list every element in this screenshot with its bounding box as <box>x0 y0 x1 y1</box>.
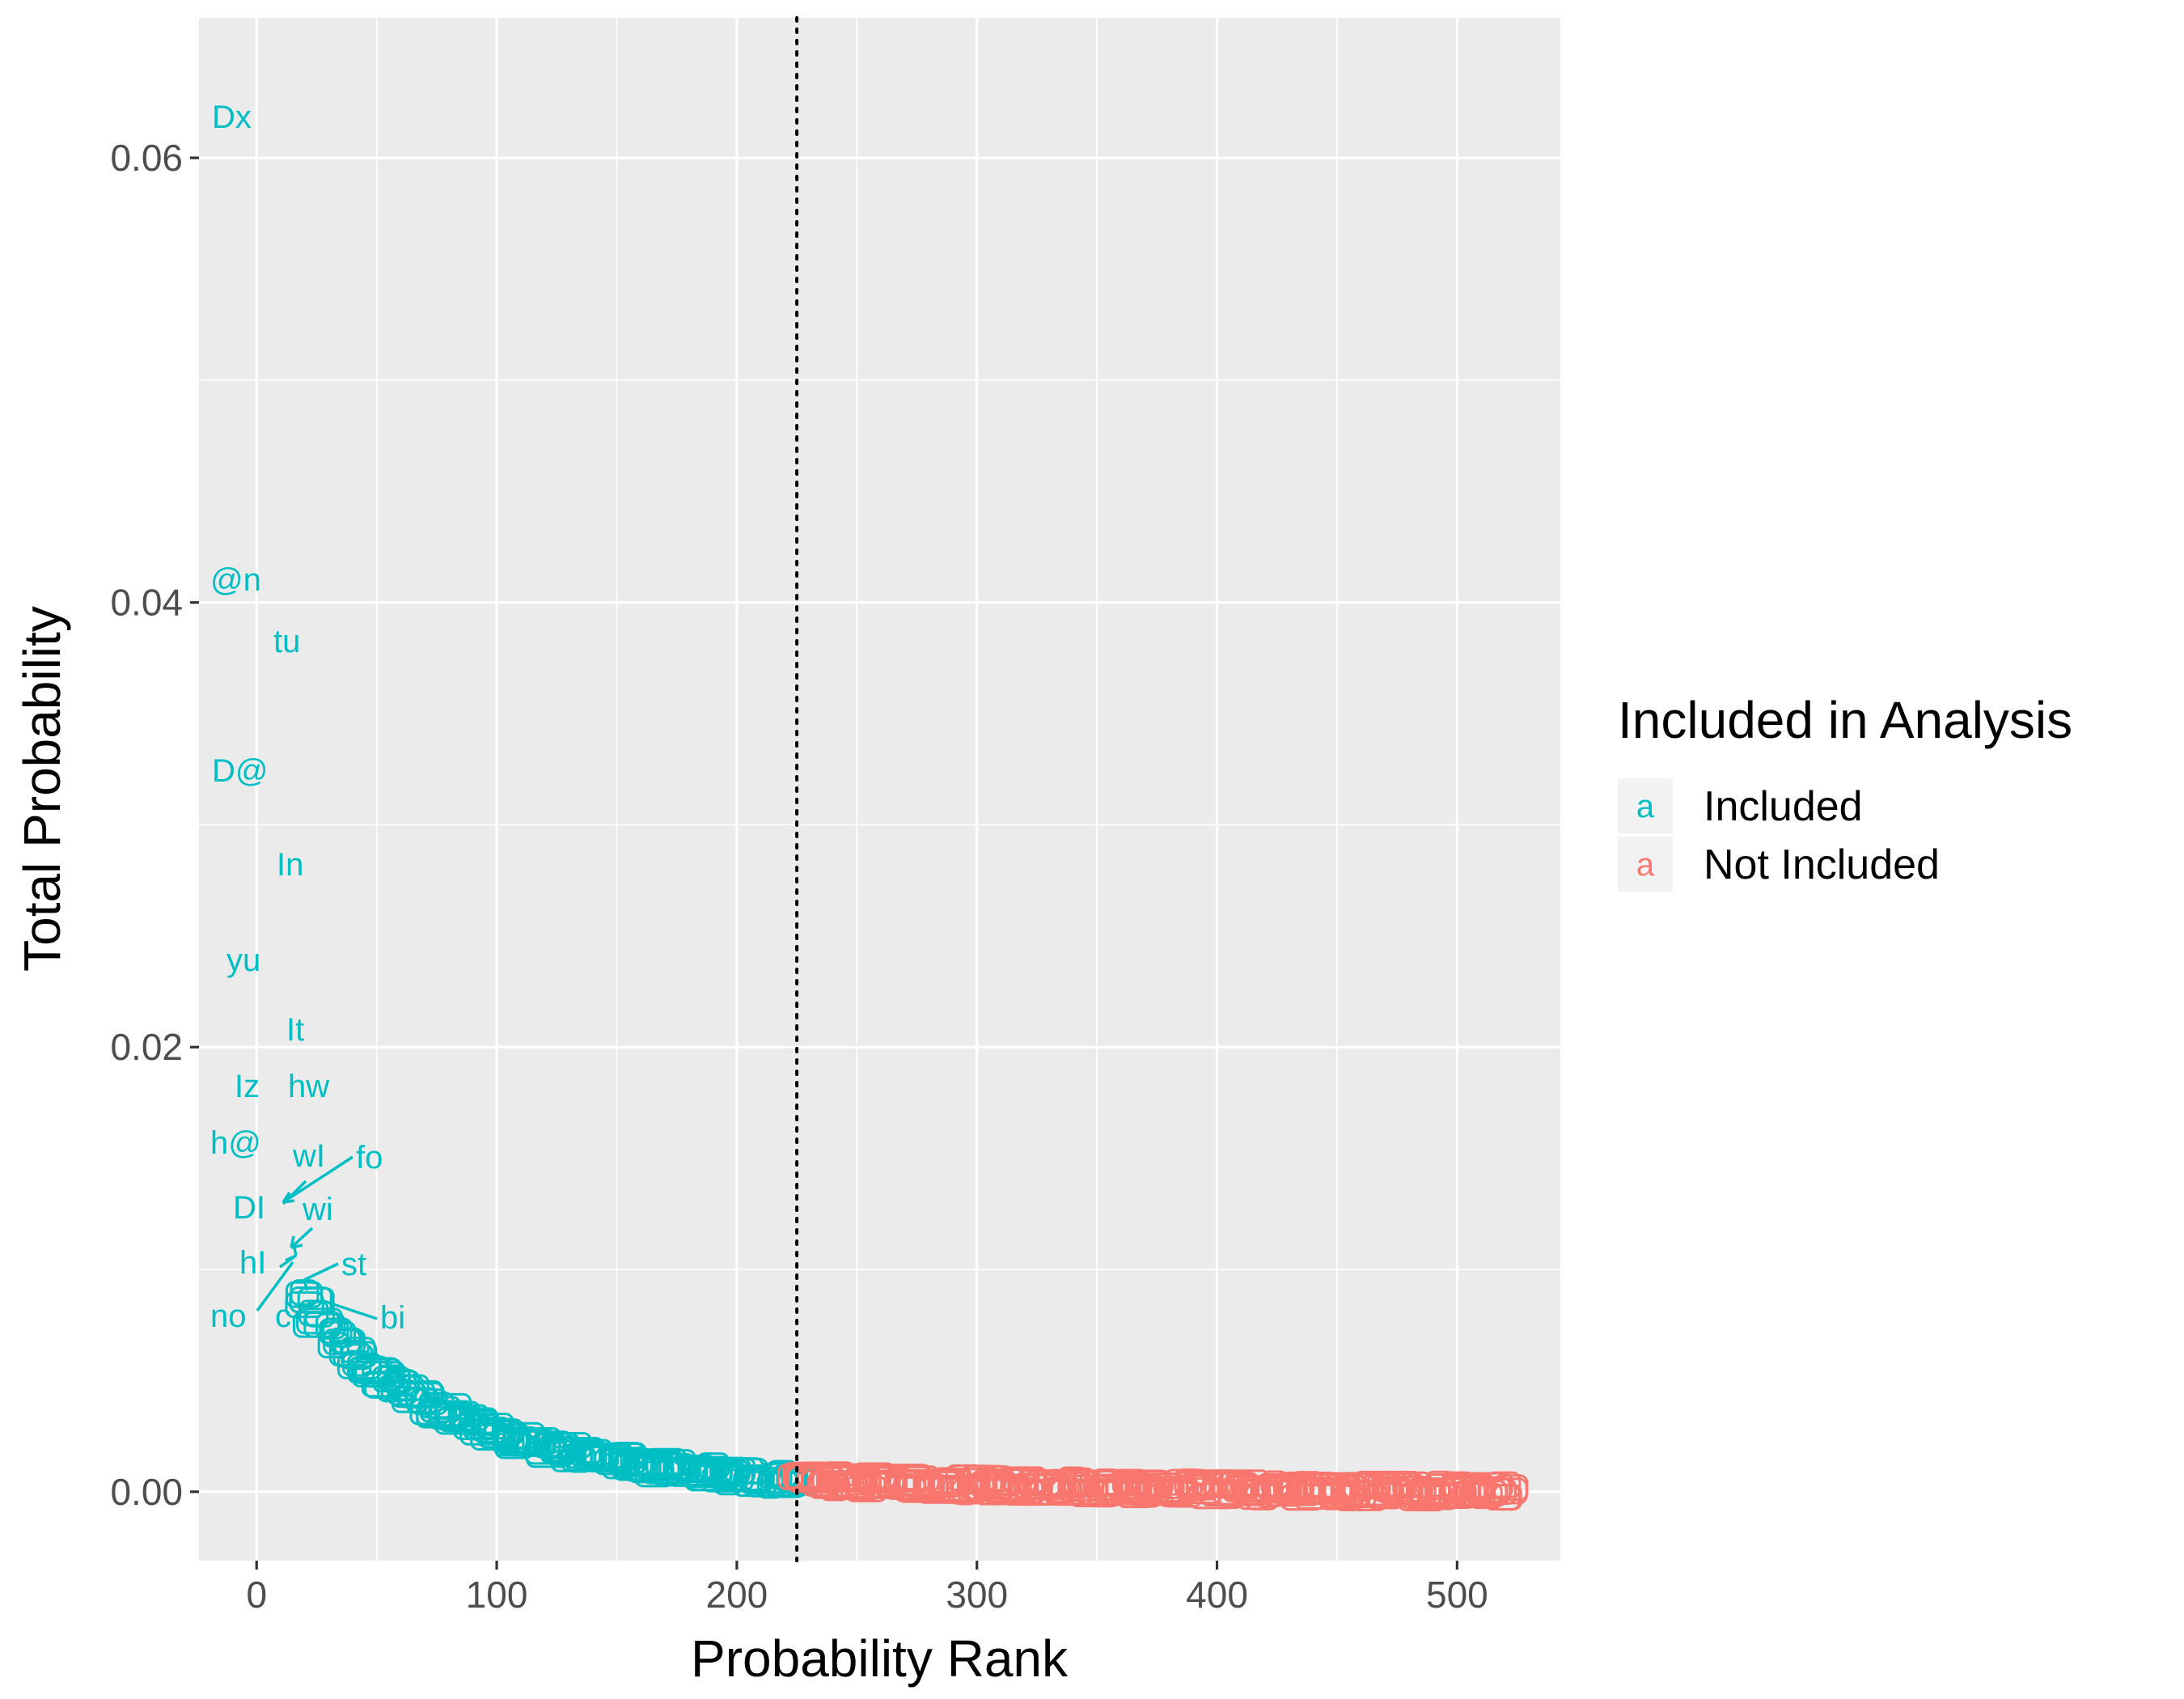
data-point <box>1487 1477 1528 1505</box>
point-label: h@ <box>210 1125 261 1161</box>
data-point <box>1478 1479 1508 1506</box>
label-connector <box>303 1262 339 1282</box>
x-tick-label: 400 <box>1186 1574 1248 1616</box>
point-label: @n <box>210 562 261 598</box>
point-label: yu <box>226 943 260 978</box>
data-point <box>1424 1477 1470 1505</box>
x-tick-label: 100 <box>466 1574 528 1616</box>
data-point <box>1492 1484 1521 1511</box>
data-point <box>540 1437 577 1464</box>
x-tick-label: 0 <box>246 1574 267 1616</box>
legend-key-included <box>1618 778 1673 833</box>
point-label: bi <box>380 1300 405 1336</box>
label-connectors <box>256 1155 378 1320</box>
x-axis-title: Probability Rank <box>691 1629 1069 1688</box>
legend-key-glyph-not-included: a <box>1636 847 1655 883</box>
data-point <box>361 1371 401 1398</box>
point-label: Dx <box>212 100 252 135</box>
label-connector <box>256 1260 294 1312</box>
point-label: hw <box>288 1069 329 1104</box>
point-label: fo <box>356 1140 383 1176</box>
legend-title: Included in Analysis <box>1618 691 2072 749</box>
label-connector <box>281 1180 307 1205</box>
point-label: hI <box>239 1245 266 1281</box>
point-label: Iz <box>235 1069 260 1104</box>
point-label: st <box>341 1247 366 1282</box>
point-label: wi <box>302 1192 333 1227</box>
point-label: It <box>286 1012 304 1048</box>
arrow-head <box>281 1192 295 1204</box>
y-axis-title: Total Probability <box>13 606 71 972</box>
point-label: tu <box>273 624 300 659</box>
data-points <box>285 1279 1529 1512</box>
point-label: In <box>277 847 303 883</box>
point-label: c <box>275 1299 291 1334</box>
point-label: DI <box>233 1190 265 1226</box>
x-tick-label: 500 <box>1426 1574 1488 1616</box>
y-axis: 0.00 0.02 0.04 0.06 <box>110 137 199 1513</box>
y-tick-label: 0.00 <box>110 1471 183 1513</box>
label-connector <box>282 1155 353 1204</box>
minor-gridlines <box>199 18 1560 1561</box>
point-label: D@ <box>212 753 269 789</box>
point-label: no <box>210 1299 247 1334</box>
y-tick-label: 0.02 <box>110 1026 183 1068</box>
plot-panel <box>199 18 1560 1561</box>
point-labels: Dx @n tu D@ In yu It Iz hw h@ wI fo DI wi hI st no c bi <box>210 100 405 1336</box>
label-connector <box>323 1299 378 1320</box>
arrow-head <box>285 1244 298 1262</box>
legend-label-not-included: Not Included <box>1704 841 1940 888</box>
legend: Included in Analysis a Included a Not In… <box>1618 691 2072 892</box>
x-tick-label: 200 <box>706 1574 768 1616</box>
y-tick-label: 0.06 <box>110 137 183 179</box>
legend-key-not-included <box>1618 837 1673 892</box>
x-axis: 0 100 200 300 400 500 <box>246 1561 1488 1616</box>
arrow-head <box>303 1278 315 1291</box>
x-tick-label: 300 <box>946 1574 1008 1616</box>
legend-label-included: Included <box>1704 783 1863 830</box>
y-tick-label: 0.04 <box>110 582 183 624</box>
point-label: wI <box>292 1138 325 1174</box>
legend-key-glyph-included: a <box>1636 789 1655 824</box>
data-point <box>1408 1477 1437 1504</box>
data-point <box>854 1473 882 1501</box>
